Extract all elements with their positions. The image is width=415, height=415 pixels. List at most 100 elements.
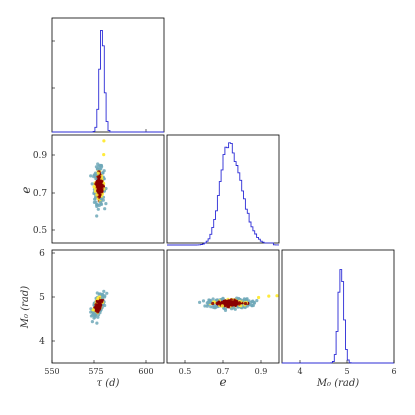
histogram-tau [52,29,164,133]
scatter-point [96,171,100,175]
scatter-point [98,175,102,179]
scatter-point [92,200,96,204]
scatter-point [229,298,233,302]
tick-label-m0-6: 6 [39,249,45,259]
scatter-point [100,298,104,303]
scatter-point [212,306,216,310]
scatter-point [91,308,95,312]
scatter-point [205,304,209,308]
axis-label-e-x: e [219,375,226,389]
scatter-point [93,313,97,317]
tick-label-e-x-09: 0.9 [255,367,268,376]
tick-label-e-x-07: 0.7 [217,367,230,376]
scatter-point [243,301,248,306]
scatter-point [95,321,99,325]
scatter-point [92,185,96,189]
tick-label-m0-5: 5 [39,293,45,303]
axis-ticks [51,154,395,363]
scatter-point [221,296,225,300]
axis-label-m0-y: M₀ (rad) [20,286,31,329]
scatter-point [211,297,215,301]
scatter-point [232,306,236,310]
scatter-point [215,301,219,305]
axis-label-tau: τ (d) [97,378,120,389]
tick-label-m0-x-5: 5 [344,367,349,376]
scatter-point [102,289,106,293]
scatter-point [247,299,251,303]
tick-label-e-07: 0.7 [33,189,48,199]
scatter-point-tail [102,139,106,143]
tick-label-e-x-05: 0.5 [179,367,192,376]
scatter-point [98,163,102,167]
scatter-point [96,207,100,211]
scatter-point [94,177,98,181]
tick-label-m0-4: 4 [39,337,45,347]
scatter-point [89,174,93,178]
scatter-point [209,305,213,309]
scatter-point-tail [275,294,279,298]
scatter-point [100,189,104,193]
scatter-point [220,304,224,308]
scatter-point-tail [257,295,261,300]
scatter-point [105,291,109,295]
scatter-point [90,182,94,186]
scatter-point [223,308,228,312]
scatter-point [244,298,248,302]
scatter-point [95,299,99,303]
scatter-point [95,305,99,309]
scatter-point [98,167,102,171]
scatter-point [223,304,227,308]
scatter-point [95,203,99,207]
tick-label-tau-575: 575 [88,367,103,376]
scatter-point [96,179,100,184]
scatter-point [89,310,93,314]
tick-label-tau-550: 550 [44,367,59,376]
scatter-point [100,197,104,201]
scatter-point [211,301,215,306]
scatter-point-tail [102,153,106,157]
panel-hist-e [166,134,280,244]
tick-label-e-09: 0.9 [33,151,48,161]
scatter-point [97,186,101,190]
scatter-point [237,302,241,306]
scatter-tau-e [89,139,108,218]
scatter-e-m0 [198,294,279,312]
scatter-point [98,200,103,204]
scatter-point [226,305,230,309]
scatter-point [98,183,102,187]
tick-label-e-05: 0.5 [33,226,48,236]
panel-hist-m0 [281,249,395,364]
scatter-point [201,299,206,303]
scatter-point [102,169,106,173]
scatter-point [90,320,94,324]
scatter-point [198,300,202,304]
scatter-point [203,304,207,308]
scatter-point [100,296,104,300]
scatter-point [95,193,99,197]
scatter-point [245,304,249,308]
scatter-point [255,299,259,303]
scatter-point [97,189,101,193]
scatter-point [96,296,100,300]
histogram-e [167,142,279,246]
panel-hist-tau [51,17,165,133]
scatter-point [103,207,107,211]
scatter-point [104,202,108,206]
tick-label-m0-x-6: 6 [391,367,396,376]
scatter-point-tail [267,294,271,298]
axis-label-e-y: e [19,186,33,193]
scatter-tau-m0 [89,289,109,325]
scatter-point [95,214,99,218]
scatter-point [251,299,255,303]
scatter-point [99,180,103,185]
histogram-m0 [282,269,394,364]
scatter-point [226,302,230,306]
scatter-point [224,300,228,304]
panel-tau-e [51,134,165,244]
tick-label-m0-x-4: 4 [297,367,302,376]
hist-tau-ticks [52,40,147,132]
panel-tau-m0 [51,249,165,364]
scatter-point [98,292,102,296]
tick-label-tau-600: 600 [138,367,153,376]
